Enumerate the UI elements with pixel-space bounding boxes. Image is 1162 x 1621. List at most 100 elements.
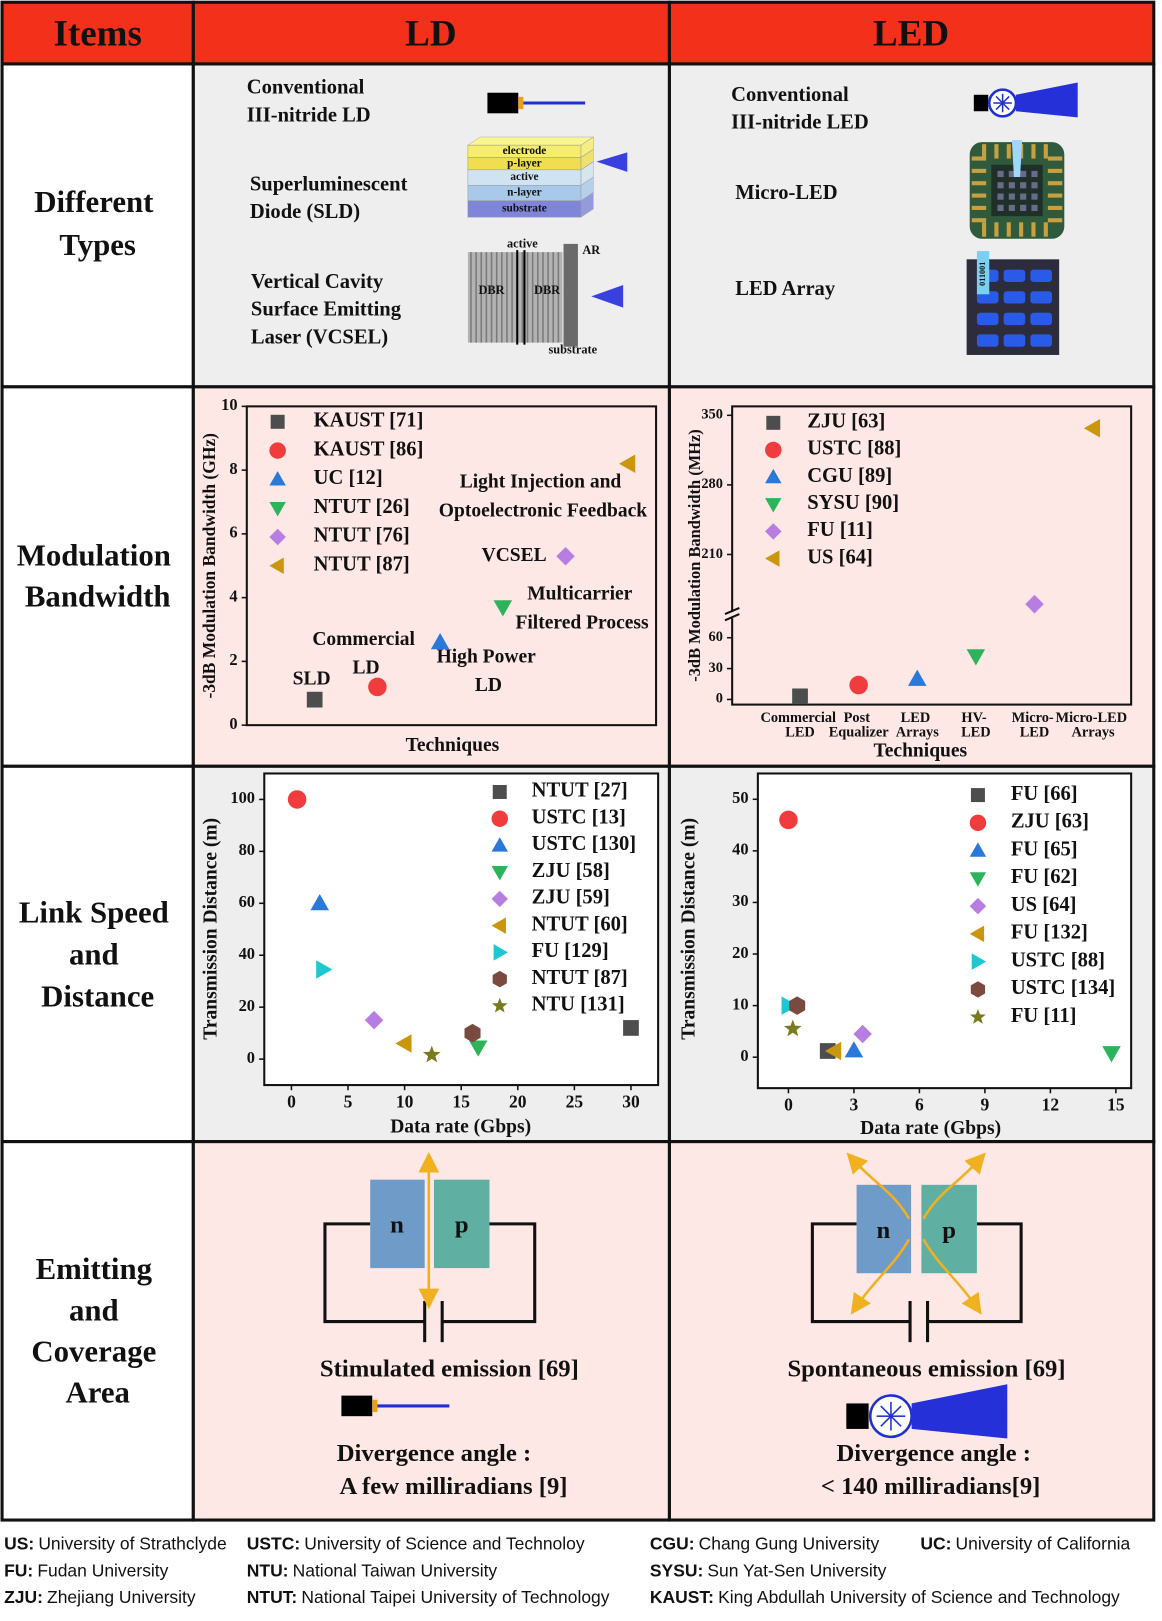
pin: [971, 156, 987, 161]
layer-label: electrode: [503, 145, 547, 157]
data-point: [287, 790, 307, 809]
y-tick-label: 20: [732, 943, 748, 962]
pin: [1047, 218, 1063, 223]
type-name: LED Array: [735, 278, 836, 300]
legend-label: USTC [13]: [532, 806, 626, 828]
legend-label: ZJU [59]: [532, 887, 610, 909]
footnote: NTU: National Taiwan University: [247, 1560, 498, 1580]
microled-pixel: [1031, 193, 1038, 200]
y-tick-label: 0: [740, 1046, 748, 1065]
data-point: [1083, 418, 1101, 438]
footnote: NTUT: National Taipei University of Techn…: [247, 1587, 610, 1607]
text-line: Micro-LED: [1056, 710, 1131, 726]
footnote-abbr: UC:: [920, 1533, 951, 1553]
y-tick-label: 40: [732, 840, 748, 859]
data-point: [430, 633, 450, 650]
annotation: VCSEL: [482, 545, 547, 566]
y-tick-label: 10: [221, 395, 237, 414]
x-axis-label: Techniques: [406, 735, 500, 756]
text-line: Link Speed: [19, 895, 177, 929]
text-line: and: [69, 1293, 126, 1327]
y-tick-label: 4: [229, 586, 237, 605]
microled-pixel: [997, 170, 1004, 178]
y-tick-label: 30: [732, 891, 748, 910]
emission-arrow: [850, 1238, 911, 1315]
legend-marker: [492, 784, 507, 799]
data-point: [779, 810, 798, 830]
pin: [1047, 181, 1063, 186]
y-tick-label: 0: [716, 691, 723, 707]
led-base: [846, 1403, 869, 1429]
text-line: Conventional: [247, 76, 370, 98]
vcsel-substrate: [563, 243, 578, 347]
column-header: Items: [54, 14, 142, 55]
footnote: KAUST: King Abdullah University of Scienc…: [650, 1587, 1120, 1607]
data-point: [789, 996, 806, 1015]
text-line: Laser (VCSEL): [251, 326, 388, 348]
legend-label: FU [65]: [1011, 838, 1078, 860]
legend-marker: [765, 468, 782, 484]
data-point: [1102, 1046, 1121, 1063]
table-cell: [0, 1140, 195, 1522]
footnote-abbr: US:: [4, 1533, 34, 1553]
axis-break: [724, 606, 740, 616]
n-region: [856, 1184, 912, 1274]
vcsel-label: DBR: [534, 283, 561, 297]
type-name: Micro-LED: [735, 182, 837, 204]
laser-tip: [372, 1399, 378, 1413]
footnote: USTC: University of Science and Technoloy: [247, 1533, 585, 1553]
text-line: Multicarrier: [527, 584, 637, 605]
legend-label: NTUT [60]: [532, 913, 628, 935]
footnote-abbr: USTC:: [247, 1533, 300, 1553]
pin: [994, 222, 999, 237]
region-label: n: [876, 1217, 890, 1244]
legend-marker: [491, 810, 508, 827]
array-led: [1030, 312, 1052, 326]
annotation: Commercial LD: [312, 629, 419, 679]
text-line: High Power: [437, 647, 541, 668]
array-beam: [976, 251, 990, 295]
y-tick-label: 80: [239, 840, 255, 859]
microled-pixel: [1008, 170, 1015, 178]
text-line: Modulation: [17, 539, 179, 573]
microled-pixel: [1020, 193, 1027, 200]
pin: [1006, 144, 1011, 159]
x-tick-label: 9: [981, 1095, 990, 1115]
text-line: Post: [844, 710, 874, 726]
table-cell: [0, 764, 195, 1144]
pin: [982, 222, 987, 237]
text-line: Superluminescent: [250, 173, 413, 195]
text-line: Emitting: [36, 1252, 160, 1286]
x-axis-label: Data rate (Gbps): [860, 1118, 1001, 1139]
layer-label: active: [510, 171, 538, 183]
layer-label: p-layer: [507, 157, 542, 169]
data-point: [849, 675, 868, 695]
text-line: Filtered Process: [515, 613, 649, 634]
legend-label: FU [11]: [807, 519, 873, 541]
microled-pixel: [1020, 170, 1027, 178]
microled-beam: [1011, 140, 1023, 178]
data-point: [306, 691, 323, 708]
legend-label: FU [132]: [1011, 922, 1088, 944]
type-name: Conventional III-nitride LED: [731, 84, 869, 134]
text-line: Optoelectronic Feedback: [439, 501, 647, 522]
text-line: Arrays: [896, 725, 940, 741]
legend-label: ZJU [63]: [807, 411, 885, 433]
footnote-name: King Abdullah University of Science and …: [718, 1587, 1120, 1607]
x-tick-label: 6: [915, 1095, 924, 1115]
pin: [1047, 168, 1063, 173]
array-led: [1003, 291, 1026, 304]
legend-marker: [270, 414, 285, 429]
region-label: p: [455, 1212, 469, 1239]
led-spoke: [995, 95, 1004, 104]
type-name: Vertical Cavity Surface Emitting Laser (…: [251, 271, 406, 349]
footnote-name: University of Science and Technoloy: [304, 1533, 585, 1553]
microled-pixel: [1008, 182, 1015, 189]
pin: [1006, 222, 1011, 237]
legend-label: UC [12]: [314, 467, 383, 489]
legend-marker: [969, 925, 985, 943]
divergence-value: < 140 milliradians[9]: [821, 1473, 1041, 1500]
legend-marker: [969, 872, 987, 887]
legend-label: KAUST [86]: [314, 438, 424, 460]
y-tick-label: 30: [709, 660, 723, 676]
